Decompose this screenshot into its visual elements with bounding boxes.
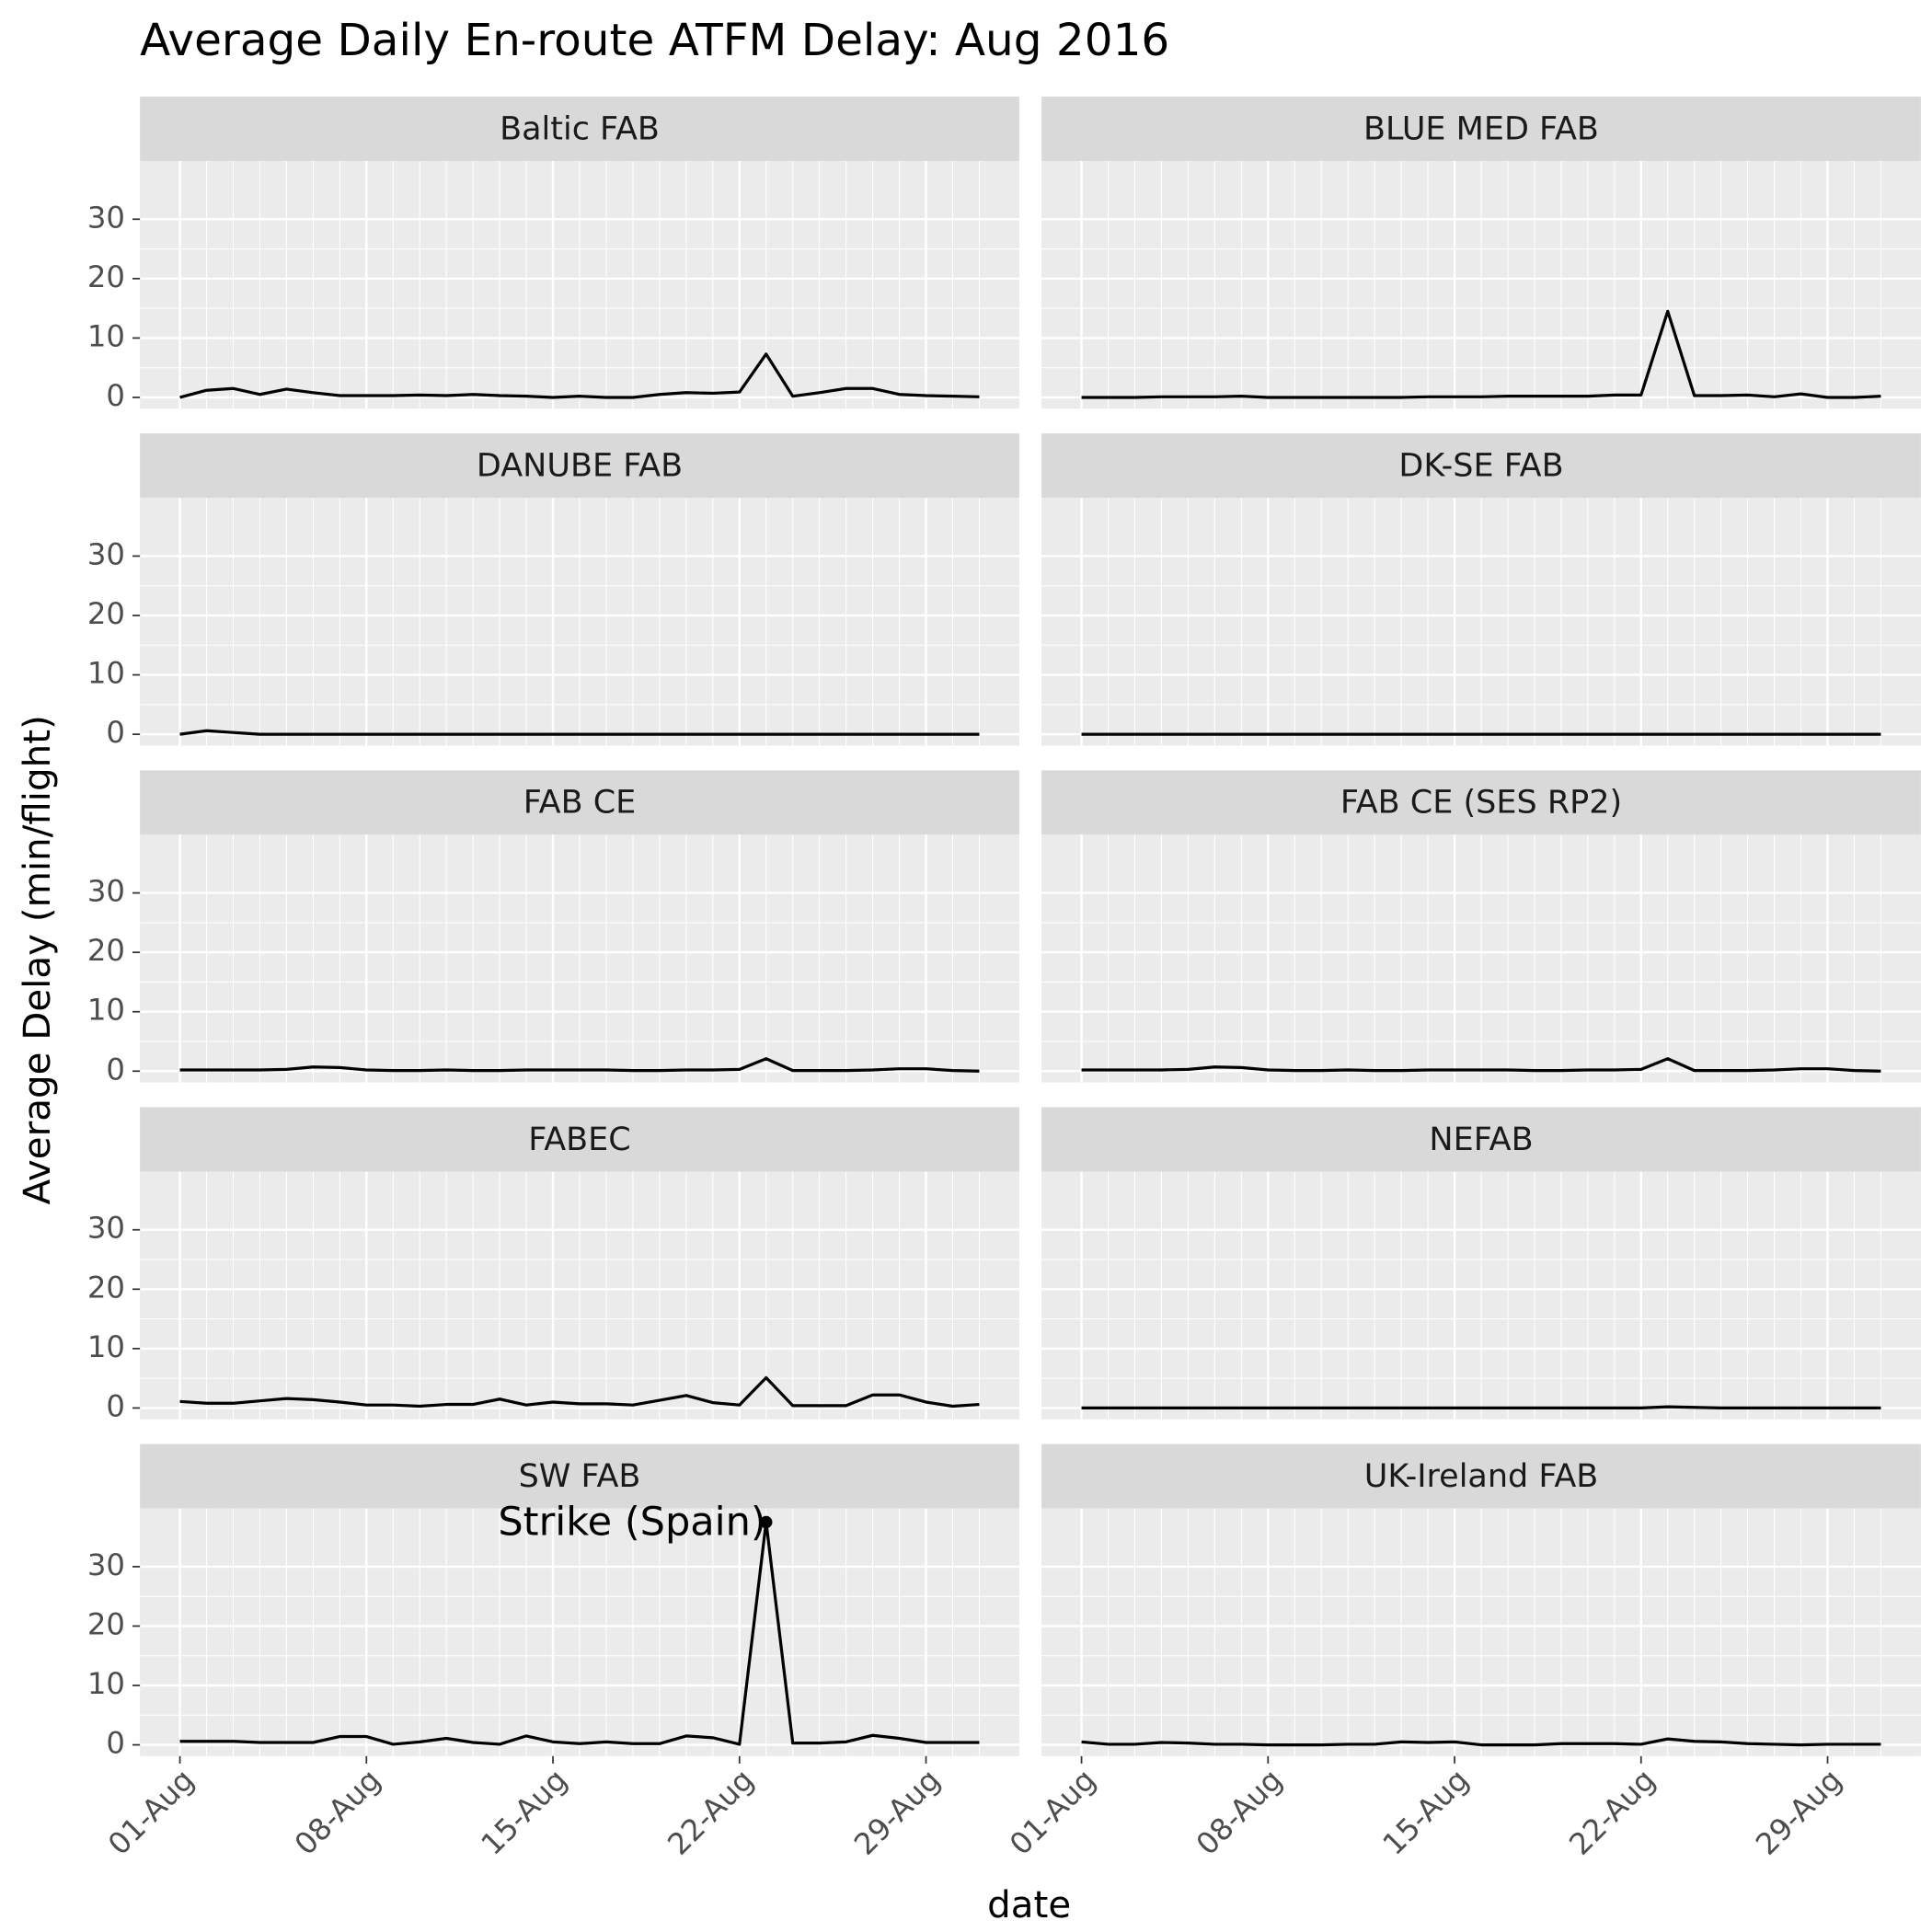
y-tick-label: 20 [87,596,125,631]
y-tick-label: 30 [87,1211,125,1246]
y-tick-label: 10 [87,1666,125,1701]
strip-label: UK-Ireland FAB [1364,1458,1599,1495]
strip [140,1443,1019,1509]
strip [140,770,1019,835]
line [1081,309,1881,399]
strip-label: SW FAB [519,1458,641,1495]
strip-label: Baltic FAB [500,110,660,147]
y-tick-label: 20 [87,1606,125,1641]
line [179,1520,980,1746]
strip [1041,770,1921,835]
strip-label: FABEC [528,1121,630,1158]
line [1081,1405,1881,1410]
y-tick-label: 0 [106,378,125,413]
y-tick-label: 0 [106,1052,125,1087]
line [179,352,980,399]
y-axis-title: Average Delay (min/flight) [16,715,59,1204]
strip [1041,1443,1921,1509]
y-tick-label: 20 [87,1270,125,1305]
y-tick-label: 20 [87,259,125,294]
strip-label: DANUBE FAB [477,448,683,485]
y-tick-label: 10 [87,993,125,1028]
strip [140,1107,1019,1172]
chart-title: Average Daily En-route ATFM Delay: Aug 2… [140,15,1169,66]
line [179,1375,980,1409]
strip [1041,97,1921,161]
line [179,729,980,736]
y-tick-label: 30 [87,200,125,235]
strip-label: BLUE MED FAB [1363,110,1599,147]
strip [1041,433,1921,499]
strip [140,97,1019,161]
y-tick-label: 10 [87,318,125,353]
y-tick-label: 30 [87,874,125,909]
strip-label: FAB CE (SES RP2) [1340,785,1622,822]
annotation: Strike (Spain) [498,1500,765,1546]
y-tick-label: 0 [106,715,125,750]
y-tick-label: 30 [87,1547,125,1582]
annotation-point [760,1515,773,1529]
strip-label: NEFAB [1429,1121,1533,1158]
y-tick-label: 0 [106,1388,125,1423]
strip [1041,1107,1921,1172]
x-axis-title: date [987,1883,1071,1926]
strip-label: DK-SE FAB [1398,448,1563,485]
line [1081,1057,1881,1073]
y-tick-label: 0 [106,1726,125,1761]
strip-label: FAB CE [523,785,637,822]
y-tick-label: 10 [87,656,125,691]
line [179,1057,980,1073]
y-tick-label: 10 [87,1329,125,1364]
line [1081,1737,1881,1747]
y-tick-label: 20 [87,933,125,968]
y-tick-label: 30 [87,536,125,571]
strip [140,433,1019,499]
